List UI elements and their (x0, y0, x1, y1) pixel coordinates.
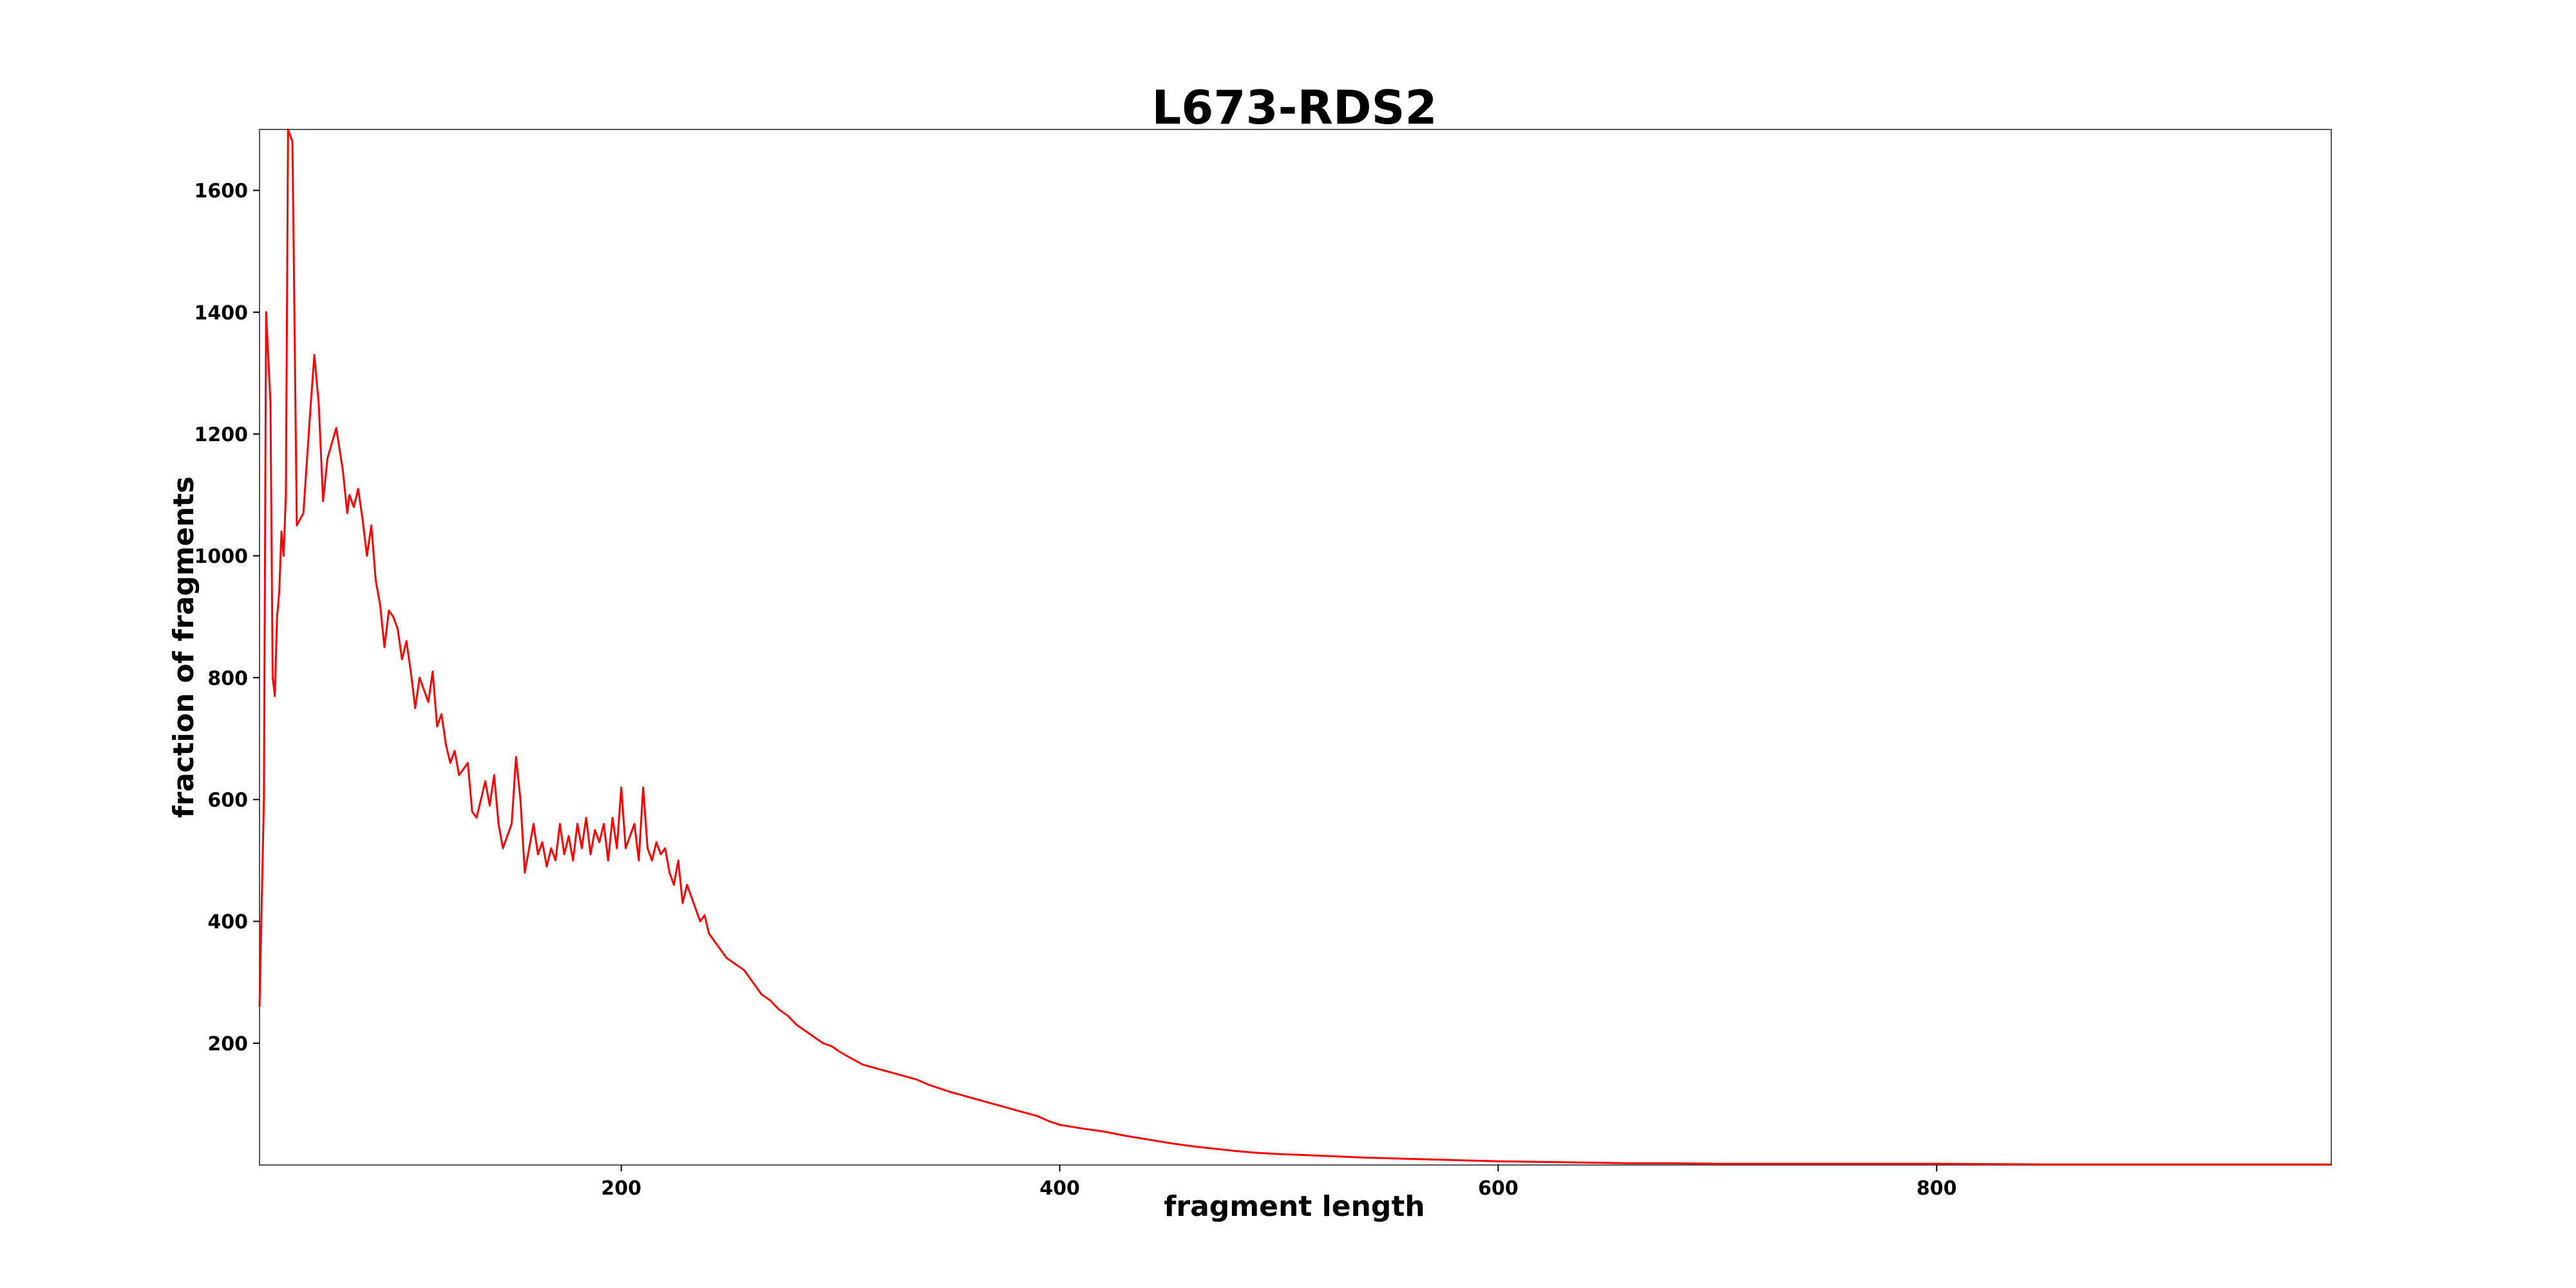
y-tick-label: 1400 (194, 302, 249, 325)
x-tick-label: 400 (1039, 1177, 1080, 1200)
y-tick-label: 400 (207, 911, 248, 934)
y-tick-label: 800 (207, 667, 248, 690)
x-axis: 200 400 600 800 (601, 1165, 1957, 1200)
y-axis-label: fraction of fragments (167, 477, 200, 819)
plot-frame (259, 129, 2332, 1166)
x-axis-label: fragment length (1164, 1190, 1425, 1223)
y-tick-label: 1600 (194, 180, 249, 203)
y-tick-label: 200 (207, 1033, 248, 1056)
y-tick-label: 1200 (194, 424, 249, 446)
y-axis: 200 400 600 800 1000 1200 1400 1600 (194, 180, 260, 1056)
chart-title: L673-RDS2 (1151, 80, 1437, 135)
y-tick-label: 600 (207, 789, 248, 811)
x-tick-label: 200 (601, 1177, 641, 1200)
x-tick-label: 600 (1478, 1177, 1519, 1200)
series-line (258, 128, 2331, 1166)
y-tick-label: 1000 (194, 545, 249, 568)
x-tick-label: 800 (1917, 1177, 1957, 1200)
